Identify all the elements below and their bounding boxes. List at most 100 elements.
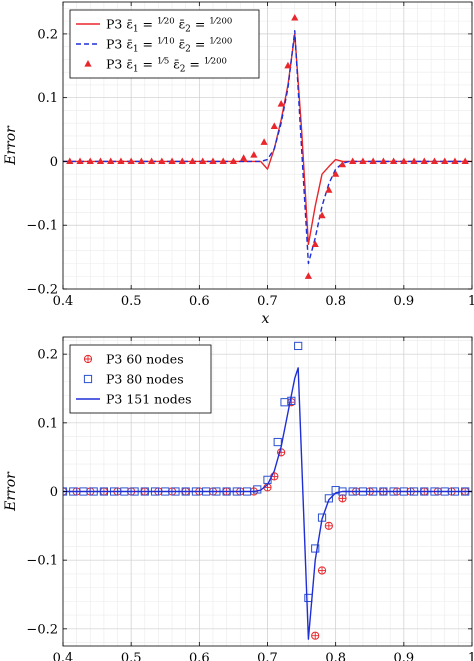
legend-eps: ε̄ bbox=[126, 17, 132, 32]
legend-item: P3 151 nodes bbox=[76, 392, 192, 407]
data-point bbox=[324, 494, 333, 503]
legend-eps: ε̄ bbox=[175, 37, 185, 52]
legend-label: P3 151 nodes bbox=[106, 392, 192, 407]
data-point bbox=[311, 544, 320, 553]
data-point bbox=[338, 494, 347, 503]
series-1 bbox=[63, 30, 472, 265]
legend-eq: = bbox=[191, 17, 209, 32]
legend-frac-bar: ⁄ bbox=[160, 17, 165, 27]
legend-frac-bar: ⁄ bbox=[160, 57, 165, 67]
data-point bbox=[324, 521, 333, 530]
y-axis-label: Error bbox=[3, 471, 19, 512]
legend-item: P3 ε̄1 = 1⁄10 ε̄2 = 1⁄200 bbox=[76, 37, 232, 55]
legend-eq: = bbox=[185, 57, 203, 72]
data-point bbox=[107, 157, 115, 165]
legend-sub: 2 bbox=[185, 25, 191, 35]
y-tick-label: 0.1 bbox=[37, 416, 58, 431]
legend-box bbox=[69, 344, 212, 414]
x-tick-label: 1 bbox=[468, 651, 474, 661]
data-point bbox=[349, 157, 357, 165]
legend-eq: = bbox=[139, 37, 157, 52]
legend-sub: 2 bbox=[180, 65, 186, 75]
legend-frac-bar: ⁄ bbox=[213, 17, 218, 27]
legend-prefix: P3 bbox=[106, 17, 126, 32]
legend-label: P3 ε̄1 = 1⁄20 ε̄2 = 1⁄200 bbox=[106, 17, 232, 35]
y-axis-label: Error bbox=[3, 125, 19, 166]
legend-eps: ε̄ bbox=[126, 57, 132, 72]
legend-frac-num: 1 bbox=[157, 17, 162, 27]
legend-item: P3 60 nodes bbox=[83, 352, 184, 367]
plot-area bbox=[63, 13, 472, 279]
x-tick-label: 0.4 bbox=[53, 294, 74, 309]
data-point bbox=[410, 157, 418, 165]
legend-sub: 1 bbox=[133, 45, 139, 55]
x-tick-label: 0.5 bbox=[121, 294, 142, 309]
legend-label: P3 ε̄1 = 1⁄10 ε̄2 = 1⁄200 bbox=[106, 37, 232, 55]
data-point bbox=[86, 157, 94, 165]
data-point bbox=[461, 157, 469, 165]
marker-cross bbox=[277, 448, 285, 456]
legend-frac-den: 5 bbox=[164, 57, 169, 67]
y-tick-label: −0.1 bbox=[26, 554, 58, 569]
data-point bbox=[260, 138, 268, 145]
data-point bbox=[209, 157, 217, 165]
data-point bbox=[332, 170, 340, 177]
x-tick-label: 0.5 bbox=[121, 651, 142, 661]
data-point bbox=[168, 157, 176, 165]
y-tick-label: −0.1 bbox=[26, 219, 58, 234]
data-point bbox=[66, 157, 74, 165]
legend-eps: ε̄ bbox=[169, 57, 179, 72]
y-tick-label: 0 bbox=[50, 485, 58, 500]
data-point bbox=[441, 157, 449, 165]
data-point bbox=[273, 437, 282, 447]
legend-eps: ε̄ bbox=[126, 37, 132, 52]
legend-swatch bbox=[83, 374, 93, 384]
data-point bbox=[280, 398, 289, 407]
legend-frac-bar: ⁄ bbox=[160, 37, 165, 47]
data-point bbox=[311, 631, 320, 640]
data-point bbox=[148, 157, 156, 165]
legend-item: P3 80 nodes bbox=[83, 372, 184, 387]
legend-eps: ε̄ bbox=[175, 17, 185, 32]
data-point bbox=[96, 157, 105, 165]
series-line bbox=[63, 367, 472, 640]
data-point bbox=[178, 157, 186, 165]
x-axis-label: x bbox=[262, 311, 270, 327]
data-point bbox=[369, 157, 377, 165]
data-point bbox=[291, 13, 299, 21]
marker-cross bbox=[325, 522, 333, 530]
data-point bbox=[317, 566, 327, 575]
x-tick-label: 0.9 bbox=[393, 294, 414, 309]
marker-cross bbox=[311, 632, 319, 640]
x-tick-label: 0.8 bbox=[325, 651, 346, 661]
data-point bbox=[359, 157, 367, 165]
legend-frac-bar: ⁄ bbox=[213, 37, 218, 47]
x-tick-label: 0.4 bbox=[53, 651, 74, 661]
data-point bbox=[219, 157, 227, 165]
data-point bbox=[325, 186, 333, 193]
data-point bbox=[277, 100, 285, 107]
series-2 bbox=[63, 367, 472, 640]
y-tick-label: 0.2 bbox=[37, 27, 58, 42]
data-point bbox=[379, 157, 387, 165]
legend-frac-num: 1 bbox=[204, 57, 209, 67]
y-tick-label: 0 bbox=[50, 155, 58, 170]
legend-eq: = bbox=[139, 17, 157, 32]
legend-frac-den: 200 bbox=[216, 17, 232, 27]
x-tick-label: 0.6 bbox=[189, 294, 210, 309]
ticks: 0.4 0.5 0.6 0.7 0.8 0.9 1 −0.2 −0.1 0 0.1 0.2 bbox=[26, 2, 474, 309]
legend-frac-num: 1 bbox=[209, 37, 214, 47]
legend-frac-den: 20 bbox=[164, 17, 175, 27]
legend-box bbox=[69, 9, 260, 79]
data-point bbox=[390, 157, 398, 165]
x-tick-label: 0.9 bbox=[393, 651, 414, 661]
data-point bbox=[188, 157, 197, 165]
y-tick-label: −0.2 bbox=[26, 622, 58, 637]
marker-cross bbox=[318, 566, 326, 575]
data-point bbox=[311, 240, 319, 247]
ticks: 0.4 0.5 0.6 0.7 0.8 0.9 1 −0.2 −0.1 0 0.1 0.2 bbox=[26, 337, 474, 661]
data-point bbox=[294, 341, 303, 351]
data-point bbox=[304, 272, 312, 279]
